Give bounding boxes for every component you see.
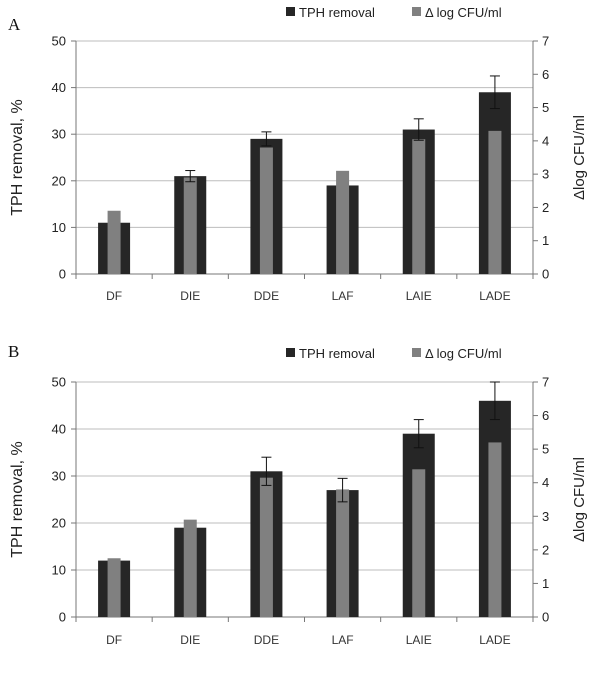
y2-tick-label: 1 — [542, 233, 549, 248]
bar-delta-log-cfu — [412, 469, 426, 617]
bar-delta-log-cfu — [183, 519, 197, 617]
y-tick-label: 0 — [59, 610, 66, 625]
x-category-label: DF — [106, 633, 122, 647]
y-tick-label: 40 — [52, 80, 66, 95]
y-tick-label: 20 — [52, 173, 66, 188]
y2-tick-label: 3 — [542, 509, 549, 524]
y2-tick-label: 5 — [542, 100, 549, 115]
chart-panel-a: A 0 10 20 30 40 50 0 1 2 3 4 5 6 7 DF DIE DDE LAF LAIE LADE T… — [8, 5, 588, 303]
y2-tick-label: 1 — [542, 576, 549, 591]
bar-delta-log-cfu — [259, 477, 273, 617]
y2-tick-label: 3 — [542, 167, 549, 182]
bar-delta-log-cfu — [336, 489, 350, 617]
bar-delta-log-cfu — [488, 442, 502, 617]
y-tick-label: 40 — [52, 422, 66, 437]
x-category-label: DDE — [254, 633, 279, 647]
legend-swatch-delta-log-cfu — [412, 348, 421, 357]
y2-tick-label: 0 — [542, 267, 549, 282]
legend-label-tph-removal: TPH removal — [299, 5, 375, 20]
y2-tick-label: 6 — [542, 67, 549, 82]
legend: TPH removal Δ log CFU/ml — [286, 346, 502, 361]
y2-tick-label: 2 — [542, 542, 549, 557]
y2-tick-label: 5 — [542, 442, 549, 457]
legend-swatch-tph-removal — [286, 7, 295, 16]
bar-delta-log-cfu — [107, 558, 121, 617]
y-tick-label: 10 — [52, 220, 66, 235]
y2-tick-label: 2 — [542, 200, 549, 215]
y2-tick-label: 7 — [542, 375, 549, 390]
y-axis-title: TPH removal, % — [9, 99, 26, 215]
x-category-label: LAIE — [406, 289, 432, 303]
x-category-label: DF — [106, 289, 122, 303]
legend-swatch-tph-removal — [286, 348, 295, 357]
y2-tick-label: 7 — [542, 34, 549, 49]
bar-delta-log-cfu — [107, 210, 121, 274]
y2-axis-title: Δlog CFU/ml — [571, 457, 588, 542]
chart-panel-b: B 0 10 20 30 40 50 0 1 2 3 4 5 6 7 DF DIE DDE LAF LAIE LADE T… — [8, 342, 588, 647]
y2-tick-label: 4 — [542, 133, 549, 148]
x-category-label: LAIE — [406, 633, 432, 647]
x-category-label: DIE — [180, 633, 200, 647]
x-category-label: DDE — [254, 289, 279, 303]
legend-label-delta-log-cfu: Δ log CFU/ml — [425, 5, 502, 20]
y-tick-label: 30 — [52, 469, 66, 484]
x-category-label: LAF — [332, 633, 354, 647]
panel-letter: A — [8, 15, 21, 34]
bar-delta-log-cfu — [412, 139, 426, 274]
y2-tick-label: 0 — [542, 610, 549, 625]
y-tick-label: 50 — [52, 375, 66, 390]
bar-delta-log-cfu — [336, 170, 350, 274]
y-tick-label: 20 — [52, 516, 66, 531]
x-category-label: LAF — [332, 289, 354, 303]
panel-letter: B — [8, 342, 19, 361]
y-tick-label: 30 — [52, 127, 66, 142]
x-category-label: LADE — [479, 633, 510, 647]
legend-swatch-delta-log-cfu — [412, 7, 421, 16]
legend: TPH removal Δ log CFU/ml — [286, 5, 502, 20]
y-tick-label: 0 — [59, 267, 66, 282]
y-axis-title: TPH removal, % — [9, 441, 26, 557]
y-tick-label: 10 — [52, 563, 66, 578]
y2-axis-title: Δlog CFU/ml — [571, 115, 588, 200]
x-category-label: DIE — [180, 289, 200, 303]
bar-delta-log-cfu — [183, 177, 197, 274]
y-tick-label: 50 — [52, 34, 66, 49]
y2-tick-label: 4 — [542, 475, 549, 490]
y2-tick-label: 6 — [542, 408, 549, 423]
x-category-label: LADE — [479, 289, 510, 303]
legend-label-delta-log-cfu: Δ log CFU/ml — [425, 346, 502, 361]
bar-delta-log-cfu — [488, 130, 502, 274]
bar-delta-log-cfu — [259, 147, 273, 274]
legend-label-tph-removal: TPH removal — [299, 346, 375, 361]
